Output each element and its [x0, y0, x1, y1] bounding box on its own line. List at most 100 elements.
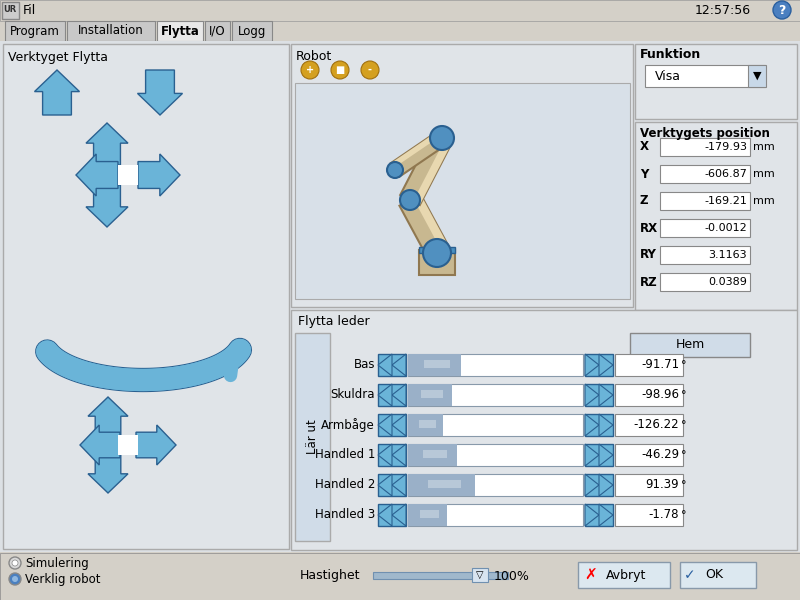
Circle shape: [12, 576, 18, 582]
Text: I/O: I/O: [209, 25, 226, 37]
Bar: [428, 480, 461, 488]
Text: ■: ■: [335, 65, 345, 75]
Text: UR: UR: [3, 5, 17, 14]
Bar: [408, 414, 443, 436]
Text: mm: mm: [753, 196, 774, 206]
Polygon shape: [413, 194, 447, 248]
Polygon shape: [585, 414, 599, 436]
Circle shape: [9, 573, 21, 585]
Polygon shape: [390, 131, 441, 168]
Text: °: °: [681, 450, 686, 460]
Text: Flytta leder: Flytta leder: [298, 316, 370, 329]
Bar: [422, 450, 447, 458]
Polygon shape: [599, 474, 613, 496]
Polygon shape: [86, 185, 128, 227]
Bar: [378, 504, 406, 526]
Polygon shape: [599, 354, 613, 376]
Text: ▽: ▽: [476, 570, 484, 580]
Text: °: °: [681, 420, 686, 430]
Circle shape: [423, 239, 451, 267]
Text: mm: mm: [753, 169, 774, 179]
Polygon shape: [585, 474, 599, 496]
Bar: [408, 384, 452, 406]
Bar: [67, 21, 155, 41]
Text: -98.96: -98.96: [641, 389, 679, 401]
Text: Z: Z: [640, 194, 649, 208]
Polygon shape: [400, 133, 452, 205]
Bar: [408, 444, 457, 466]
Bar: [660, 219, 750, 237]
Bar: [615, 354, 683, 376]
Text: °: °: [681, 390, 686, 400]
Bar: [615, 504, 683, 526]
Text: RX: RX: [640, 221, 658, 235]
Text: -1.78: -1.78: [649, 509, 679, 521]
Bar: [408, 354, 583, 376]
Text: Simulering: Simulering: [25, 557, 89, 569]
Bar: [2, 2, 19, 19]
Bar: [615, 384, 683, 406]
Bar: [585, 444, 613, 466]
Text: -0.0012: -0.0012: [704, 223, 747, 233]
Text: Skuldra: Skuldra: [330, 389, 375, 401]
Text: OK: OK: [705, 569, 723, 581]
Text: °: °: [681, 510, 686, 520]
Polygon shape: [392, 354, 406, 376]
Text: -606.87: -606.87: [704, 169, 747, 179]
Text: -179.93: -179.93: [704, 142, 747, 152]
Text: 12:57:56: 12:57:56: [695, 4, 751, 16]
Bar: [373, 572, 508, 579]
Text: 3.1163: 3.1163: [708, 250, 747, 260]
Text: Armbåge: Armbåge: [322, 418, 375, 432]
Text: RY: RY: [640, 248, 657, 262]
Polygon shape: [392, 474, 406, 496]
Circle shape: [331, 61, 349, 79]
Text: Robot: Robot: [296, 50, 332, 64]
Bar: [585, 414, 613, 436]
Bar: [585, 474, 613, 496]
Bar: [0, 41, 800, 552]
Bar: [635, 44, 797, 119]
Bar: [157, 21, 203, 41]
Polygon shape: [413, 140, 452, 205]
Bar: [408, 384, 583, 406]
Polygon shape: [34, 70, 79, 115]
Text: ▼: ▼: [753, 71, 762, 81]
Circle shape: [400, 190, 420, 210]
Bar: [680, 562, 756, 588]
Polygon shape: [585, 504, 599, 526]
Bar: [408, 474, 583, 496]
Polygon shape: [80, 425, 120, 465]
Bar: [408, 354, 461, 376]
Bar: [291, 310, 797, 550]
Text: Visa: Visa: [655, 70, 681, 82]
Circle shape: [773, 1, 791, 19]
Text: Handled 3: Handled 3: [314, 509, 375, 521]
Circle shape: [301, 61, 319, 79]
Text: -46.29: -46.29: [641, 449, 679, 461]
Text: -169.21: -169.21: [704, 196, 747, 206]
Polygon shape: [392, 384, 406, 406]
Bar: [660, 192, 750, 210]
Text: mm: mm: [753, 142, 774, 152]
Bar: [660, 246, 750, 264]
Text: 100%: 100%: [494, 569, 530, 583]
Bar: [424, 360, 450, 368]
Polygon shape: [378, 474, 392, 496]
Polygon shape: [378, 504, 392, 526]
Bar: [291, 44, 633, 307]
Text: -126.22: -126.22: [634, 419, 679, 431]
Bar: [615, 474, 683, 496]
Polygon shape: [88, 397, 128, 437]
Bar: [0, 553, 800, 600]
Bar: [578, 562, 670, 588]
Bar: [408, 414, 583, 436]
Bar: [0, 0, 800, 21]
Polygon shape: [88, 453, 128, 493]
Polygon shape: [138, 70, 182, 115]
Bar: [418, 420, 436, 428]
Text: Lär ut: Lär ut: [306, 419, 318, 454]
Polygon shape: [599, 504, 613, 526]
Polygon shape: [392, 444, 406, 466]
Bar: [378, 354, 406, 376]
